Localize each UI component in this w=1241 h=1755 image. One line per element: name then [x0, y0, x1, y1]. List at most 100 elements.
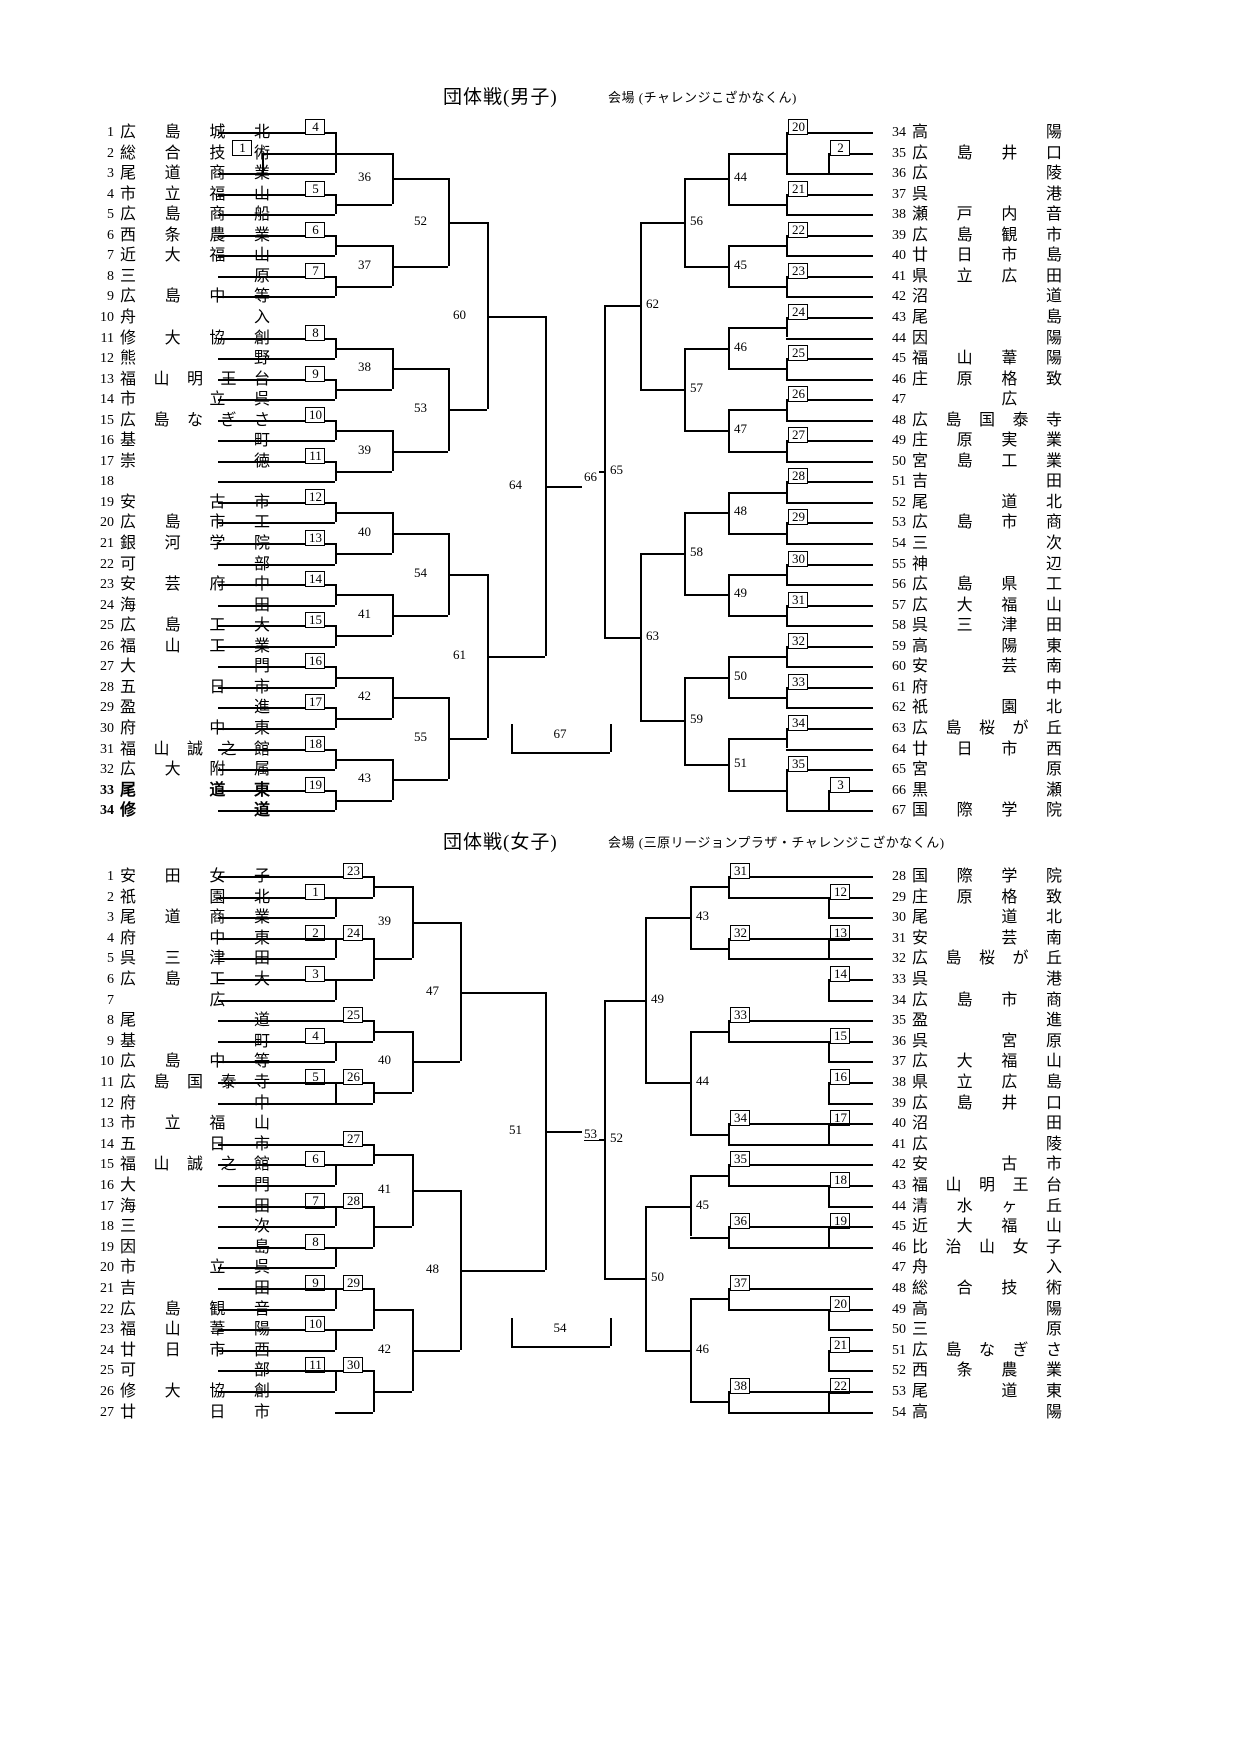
- entry-name: 府 中東: [120, 719, 270, 737]
- bracket-line: [690, 1030, 692, 1134]
- match-number: 38: [730, 1378, 750, 1394]
- entry-seed: 52: [892, 494, 906, 510]
- entry-seed: 21: [100, 536, 114, 551]
- bracket-line: [335, 979, 373, 981]
- entry-seed: 2: [107, 145, 114, 161]
- bracket-line: [218, 1020, 373, 1023]
- bracket-line: [728, 1123, 730, 1144]
- entry-name: 総合技術: [912, 1280, 1062, 1297]
- entry-name: 広島県工: [912, 576, 1062, 594]
- entry-seed: 22: [100, 556, 114, 572]
- bracket-line: [728, 958, 828, 961]
- bracket-line: [218, 563, 335, 566]
- match-number: 49: [732, 585, 749, 601]
- entry-seed: 5: [107, 207, 114, 223]
- bracket-line: [728, 1411, 828, 1414]
- bracket-line: [786, 316, 788, 338]
- entry-seed: 42: [892, 289, 906, 305]
- entry-seed: 7: [107, 992, 114, 1008]
- bracket-line: [218, 1102, 335, 1105]
- bracket-line: [511, 1346, 610, 1348]
- match-number: 12: [830, 883, 850, 900]
- bracket-line: [335, 501, 337, 523]
- entry-seed: 54: [892, 536, 906, 551]
- entry-seed: 6: [107, 227, 114, 243]
- bracket-line: [786, 275, 788, 297]
- match-number: 29: [788, 509, 808, 526]
- bracket-line: [392, 614, 448, 617]
- entry-seed: 49: [892, 1301, 906, 1317]
- bracket-line: [218, 214, 335, 217]
- bracket-line: [828, 1143, 873, 1146]
- bracket-line: [728, 656, 730, 698]
- match-number: 23: [343, 863, 363, 879]
- match-number: 8: [305, 1233, 325, 1250]
- bracket-line: [604, 305, 640, 308]
- bracket-line: [786, 686, 873, 689]
- match-number: 29: [343, 1275, 363, 1291]
- bracket-line: [828, 1308, 873, 1311]
- entry-seed: 4: [107, 186, 114, 202]
- entry-seed: 28: [100, 679, 114, 695]
- entry-name: 府 中東: [120, 929, 270, 947]
- bracket-line: [786, 316, 873, 319]
- bracket-line: [460, 1269, 545, 1272]
- match-number: 40: [356, 523, 373, 539]
- bracket-line: [218, 193, 335, 196]
- match-number: 21: [788, 180, 808, 197]
- bracket-line: [786, 584, 873, 587]
- entry-seed: 57: [892, 597, 906, 613]
- bracket-line: [690, 1298, 728, 1301]
- bracket-line: [728, 409, 730, 451]
- match-number: 8: [305, 324, 325, 341]
- entry-seed: 13: [100, 1116, 114, 1132]
- bracket-line: [828, 999, 873, 1002]
- entry-seed: 40: [892, 248, 906, 264]
- bracket-line: [690, 1401, 728, 1404]
- entry-name: 庄原実業: [912, 432, 1062, 450]
- entry-name: 近大福山: [120, 247, 270, 265]
- bracket-line: [786, 769, 873, 772]
- bracket-line: [335, 937, 337, 959]
- bracket-line: [460, 922, 462, 1062]
- match-number: 26: [788, 386, 808, 403]
- entry-name: 三 次: [912, 535, 1062, 552]
- entry-seed: 22: [100, 1301, 114, 1317]
- bracket-line: [786, 358, 788, 379]
- bracket-line: [392, 265, 448, 268]
- entry-seed: 18: [100, 474, 114, 490]
- match-number: 34: [730, 1110, 750, 1127]
- entry-seed: 19: [100, 494, 114, 510]
- bracket-line: [218, 917, 335, 920]
- match-number: 14: [305, 571, 325, 588]
- bracket-line: [218, 173, 335, 176]
- entry-name: 祇 園北: [912, 699, 1062, 717]
- entry-seed: 29: [100, 700, 114, 716]
- bracket-line: [728, 656, 786, 659]
- bracket-line: [335, 193, 337, 215]
- entry-name: 呉三津田: [120, 950, 270, 968]
- match-number: 32: [730, 924, 750, 941]
- entry-seed: 31: [100, 741, 114, 757]
- bracket-line: [335, 1102, 373, 1105]
- bracket-line: [828, 1040, 830, 1062]
- entry-seed: 10: [100, 1054, 114, 1070]
- bracket-line: [728, 1288, 730, 1309]
- entry-name: 広: [1001, 391, 1018, 409]
- match-number: 48: [732, 503, 749, 519]
- match-number: 16: [830, 1069, 850, 1085]
- bracket-line: [604, 636, 640, 639]
- entry-name: 国際学院: [912, 868, 1062, 885]
- match-number: 44: [694, 1073, 711, 1088]
- match-number: 4: [305, 119, 325, 135]
- entry-name: 瀬戸内音: [912, 206, 1062, 224]
- bracket-line: [828, 1391, 830, 1412]
- entry-name: 広島なぎさ: [912, 1341, 1062, 1359]
- entry-name: 修大協創: [120, 1383, 270, 1400]
- entry-seed: 32: [100, 762, 114, 778]
- entry-seed: 40: [892, 1116, 906, 1132]
- entry-name: 広島井口: [912, 144, 1062, 162]
- entry-name: 盈 進: [912, 1012, 1062, 1030]
- entry-name: 呉 宮原: [912, 1032, 1062, 1050]
- bracket-line: [728, 327, 786, 330]
